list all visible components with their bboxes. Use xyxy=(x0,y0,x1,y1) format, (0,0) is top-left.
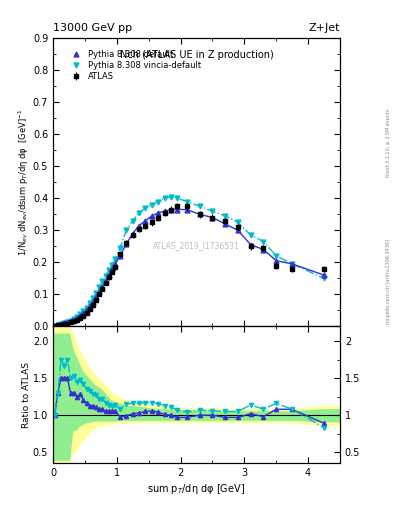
Pythia 8.308 vincia-default xyxy=(223,213,228,219)
Pythia 8.308 vincia-default xyxy=(261,239,266,245)
Pythia 8.308 vincia-default xyxy=(97,284,102,290)
Pythia 8.308 default xyxy=(55,322,60,328)
Y-axis label: 1/N$_{ev}$ dN$_{ev}$/dsum p$_T$/dη dφ  [GeV]$^{-1}$: 1/N$_{ev}$ dN$_{ev}$/dsum p$_T$/dη dφ [G… xyxy=(17,109,31,256)
Pythia 8.308 default xyxy=(175,206,180,212)
Pythia 8.308 default xyxy=(143,218,148,224)
Pythia 8.308 default xyxy=(72,317,76,323)
Pythia 8.308 default xyxy=(162,208,167,214)
Pythia 8.308 vincia-default xyxy=(113,256,118,262)
Pythia 8.308 default xyxy=(75,315,79,322)
Pythia 8.308 default xyxy=(62,321,66,327)
Pythia 8.308 vincia-default xyxy=(84,305,89,311)
Pythia 8.308 vincia-default xyxy=(124,227,129,233)
Pythia 8.308 default xyxy=(169,206,173,212)
Pythia 8.308 vincia-default xyxy=(78,311,83,317)
Pythia 8.308 vincia-default xyxy=(162,195,167,201)
Pythia 8.308 default xyxy=(90,299,95,305)
Pythia 8.308 default xyxy=(65,319,70,326)
Pythia 8.308 vincia-default xyxy=(72,316,76,322)
Pythia 8.308 vincia-default xyxy=(156,199,161,205)
Pythia 8.308 vincia-default xyxy=(118,245,122,251)
Text: mcplots.cern.ch [arXiv:1306.3436]: mcplots.cern.ch [arXiv:1306.3436] xyxy=(386,239,391,324)
Pythia 8.308 default xyxy=(97,289,102,295)
Pythia 8.308 vincia-default xyxy=(103,273,108,279)
Pythia 8.308 default xyxy=(274,258,279,264)
Pythia 8.308 default xyxy=(124,241,129,247)
Pythia 8.308 default xyxy=(87,304,92,310)
Pythia 8.308 default xyxy=(261,246,266,252)
Pythia 8.308 vincia-default xyxy=(149,202,154,208)
Text: Z+Jet: Z+Jet xyxy=(309,23,340,33)
Pythia 8.308 default xyxy=(94,294,99,300)
Pythia 8.308 vincia-default xyxy=(55,322,60,328)
Pythia 8.308 vincia-default xyxy=(274,253,279,259)
Pythia 8.308 default xyxy=(223,221,228,227)
Y-axis label: Ratio to ATLAS: Ratio to ATLAS xyxy=(22,362,31,428)
Pythia 8.308 default xyxy=(248,242,253,248)
Pythia 8.308 vincia-default xyxy=(87,300,92,306)
Pythia 8.308 vincia-default xyxy=(197,203,202,209)
Pythia 8.308 vincia-default xyxy=(75,314,79,320)
Pythia 8.308 vincia-default xyxy=(210,208,215,214)
Pythia 8.308 default xyxy=(110,266,114,272)
Legend: Pythia 8.308 default, Pythia 8.308 vincia-default, ATLAS: Pythia 8.308 default, Pythia 8.308 vinci… xyxy=(66,48,203,83)
Pythia 8.308 vincia-default xyxy=(107,267,111,273)
Pythia 8.308 default xyxy=(113,261,118,267)
Text: ATLAS_2019_I1736531: ATLAS_2019_I1736531 xyxy=(153,241,240,250)
Pythia 8.308 default xyxy=(103,278,108,284)
Pythia 8.308 default xyxy=(118,253,122,259)
Pythia 8.308 default xyxy=(52,323,57,329)
Pythia 8.308 vincia-default xyxy=(169,194,173,200)
Pythia 8.308 default xyxy=(235,227,240,233)
Pythia 8.308 vincia-default xyxy=(175,195,180,201)
Line: Pythia 8.308 default: Pythia 8.308 default xyxy=(52,207,327,328)
Pythia 8.308 default xyxy=(321,272,326,278)
Pythia 8.308 vincia-default xyxy=(59,321,63,327)
Pythia 8.308 default xyxy=(156,209,161,216)
Pythia 8.308 vincia-default xyxy=(65,319,70,325)
Pythia 8.308 default xyxy=(78,313,83,319)
Line: Pythia 8.308 vincia-default: Pythia 8.308 vincia-default xyxy=(52,194,327,328)
Pythia 8.308 default xyxy=(185,206,189,212)
Pythia 8.308 default xyxy=(81,310,86,316)
Pythia 8.308 default xyxy=(137,222,141,228)
Text: 13000 GeV pp: 13000 GeV pp xyxy=(53,23,132,33)
Pythia 8.308 vincia-default xyxy=(94,290,99,296)
Pythia 8.308 default xyxy=(210,215,215,221)
Pythia 8.308 vincia-default xyxy=(130,218,135,224)
Pythia 8.308 vincia-default xyxy=(62,320,66,326)
Pythia 8.308 vincia-default xyxy=(90,295,95,301)
Pythia 8.308 default xyxy=(149,213,154,219)
Pythia 8.308 vincia-default xyxy=(110,262,114,268)
X-axis label: sum p$_T$/dη dφ [GeV]: sum p$_T$/dη dφ [GeV] xyxy=(147,482,246,497)
Pythia 8.308 vincia-default xyxy=(290,261,294,267)
Pythia 8.308 vincia-default xyxy=(52,323,57,329)
Pythia 8.308 vincia-default xyxy=(100,279,105,285)
Pythia 8.308 default xyxy=(100,284,105,290)
Pythia 8.308 default xyxy=(68,318,73,324)
Pythia 8.308 vincia-default xyxy=(143,205,148,211)
Pythia 8.308 vincia-default xyxy=(81,308,86,314)
Text: Rivet 3.1.10, ≥ 3.5M events: Rivet 3.1.10, ≥ 3.5M events xyxy=(386,109,391,178)
Pythia 8.308 default xyxy=(290,261,294,267)
Pythia 8.308 default xyxy=(107,272,111,278)
Pythia 8.308 vincia-default xyxy=(248,232,253,238)
Pythia 8.308 default xyxy=(84,307,89,313)
Pythia 8.308 default xyxy=(59,322,63,328)
Pythia 8.308 default xyxy=(197,211,202,218)
Text: Nch (ATLAS UE in Z production): Nch (ATLAS UE in Z production) xyxy=(119,50,274,60)
Pythia 8.308 vincia-default xyxy=(321,275,326,282)
Pythia 8.308 vincia-default xyxy=(235,219,240,225)
Pythia 8.308 default xyxy=(130,230,135,237)
Pythia 8.308 vincia-default xyxy=(68,317,73,324)
Pythia 8.308 vincia-default xyxy=(137,209,141,216)
Pythia 8.308 vincia-default xyxy=(185,199,189,205)
